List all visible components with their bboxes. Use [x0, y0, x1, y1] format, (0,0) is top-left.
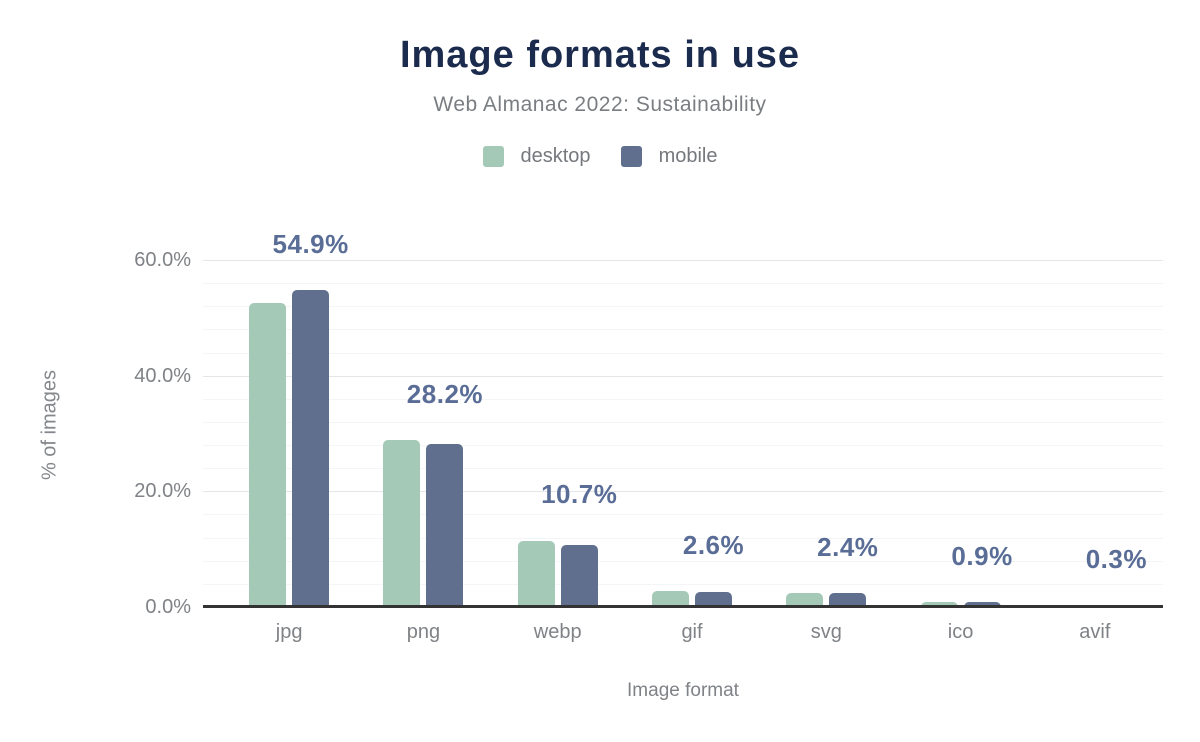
- value-label-webp: 10.7%: [541, 479, 618, 510]
- bar-mobile-jpg[interactable]: [292, 289, 330, 607]
- x-tick-label-avif: avif: [1079, 621, 1111, 643]
- gridline-major: [203, 260, 1163, 261]
- legend-label-desktop: desktop: [520, 145, 591, 167]
- plot-area: 0.0% 20.0% 40.0% 60.0% jpg 54.9% png 28.2% webp 1…: [134, 230, 1163, 643]
- x-tick-label-ico: ico: [947, 621, 974, 643]
- legend-item-desktop: desktop: [482, 145, 591, 168]
- legend-swatch-desktop: [482, 146, 504, 167]
- value-label-svg: 2.4%: [817, 531, 879, 562]
- gridline-minor: [203, 352, 1163, 354]
- bar-mobile-webp[interactable]: [560, 545, 598, 607]
- bar-mobile-svg[interactable]: [829, 593, 867, 607]
- gridline-minor: [203, 421, 1163, 423]
- bar-mobile-ico[interactable]: [963, 601, 1001, 607]
- x-tick-label-svg: svg: [810, 621, 842, 643]
- gridline-minor: [203, 306, 1163, 308]
- value-label-jpg: 54.9%: [272, 228, 349, 259]
- bar-desktop-gif[interactable]: [652, 590, 689, 607]
- y-tick-label: 40.0%: [134, 364, 191, 387]
- gridline-major: [203, 375, 1163, 377]
- gridline-minor: [203, 560, 1163, 562]
- chart-title: Image formats in use: [399, 34, 801, 76]
- bar-desktop-svg[interactable]: [786, 592, 824, 607]
- value-label-ico: 0.9%: [951, 540, 1013, 571]
- x-axis-line: [203, 605, 1163, 608]
- x-tick-label-gif: gif: [681, 621, 703, 643]
- gridline-minor: [203, 468, 1163, 470]
- y-tick-label: 0.0%: [145, 596, 191, 618]
- gridline-minor: [203, 445, 1163, 447]
- x-axis-title: Image format: [627, 680, 739, 701]
- gridline-minor: [203, 283, 1163, 285]
- value-label-avif: 0.3%: [1085, 544, 1147, 575]
- value-label-png: 28.2%: [406, 378, 484, 409]
- legend-item-mobile: mobile: [620, 145, 718, 168]
- y-axis-title: % of images: [38, 369, 61, 481]
- bar-desktop-ico[interactable]: [920, 602, 958, 607]
- y-tick-label: 60.0%: [134, 249, 191, 271]
- legend-label-mobile: mobile: [658, 145, 718, 167]
- gridline-minor: [203, 398, 1163, 400]
- bar-mobile-png[interactable]: [426, 443, 464, 607]
- legend-swatch-mobile: [620, 146, 642, 167]
- gridline-minor: [203, 583, 1163, 585]
- bar-desktop-jpg[interactable]: [249, 303, 287, 607]
- gridline-minor: [203, 329, 1163, 331]
- x-tick-label-webp: webp: [533, 621, 582, 643]
- bar-desktop-png[interactable]: [383, 439, 421, 607]
- value-label-gif: 2.6%: [682, 529, 745, 560]
- legend: desktop mobile: [0, 145, 1200, 168]
- bar-desktop-webp[interactable]: [517, 540, 555, 607]
- x-tick-label-png: png: [406, 621, 441, 643]
- x-tick-label-jpg: jpg: [275, 621, 303, 643]
- bar-mobile-gif[interactable]: [695, 591, 732, 607]
- y-tick-label: 20.0%: [134, 480, 191, 503]
- chart-subtitle: Web Almanac 2022: Sustainability: [433, 93, 767, 116]
- gridline-minor: [203, 537, 1163, 539]
- gridline-major: [203, 491, 1163, 493]
- gridline-minor: [203, 514, 1163, 516]
